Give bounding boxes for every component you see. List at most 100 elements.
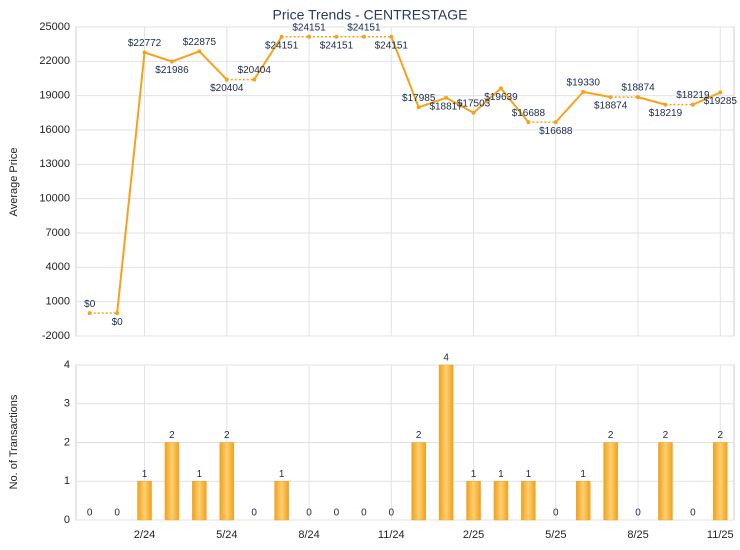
y-tick-label: 1 [64,475,70,487]
data-label: 0 [389,508,395,519]
point [307,34,312,39]
x-tick-label: 5/25 [545,529,566,541]
data-label: $20404 [210,83,244,94]
data-label: $24151 [347,22,381,33]
data-label: 1 [526,469,532,480]
bar [438,364,454,521]
data-label: $24151 [292,22,326,33]
point [361,34,366,39]
data-label: $17985 [402,93,436,104]
point [252,77,257,82]
data-label: 4 [443,353,449,364]
point [416,105,421,110]
data-label: $24151 [320,40,354,51]
data-label: 1 [580,469,586,480]
bar [137,481,152,521]
line-segment [198,50,228,81]
data-label: 0 [114,508,120,519]
y-tick-label: 7000 [46,227,70,239]
y-tick-label: -2000 [42,330,70,342]
chart-title: Price Trends - CENTRESTAGE [272,7,467,23]
data-label: $18874 [621,83,655,94]
y-tick-label: 3 [64,398,70,410]
bar [521,481,536,521]
line-segment [692,91,721,106]
y-tick-label: 13000 [39,158,70,170]
bar [603,442,618,521]
y-tick-label: 4 [64,359,70,371]
data-label: $16688 [512,108,546,119]
line-segment [390,36,420,108]
point [663,102,668,107]
point [690,102,695,107]
line-segment [253,36,283,81]
data-label: $0 [84,299,96,310]
data-label: 0 [361,508,367,519]
point [334,34,339,39]
point [636,95,641,100]
y-tick-label: 22000 [39,55,70,67]
bar [274,481,289,521]
data-label: $20404 [238,65,272,76]
point [224,77,229,82]
data-label: 2 [663,430,669,441]
x-tick-label: 11/24 [378,529,405,541]
x-tick-label: 5/24 [216,529,237,541]
data-label: 0 [334,508,340,519]
line-segment [500,87,530,123]
data-label: $22772 [128,38,162,49]
data-label: 0 [87,508,93,519]
data-label: 0 [635,508,641,519]
line-segment [637,96,666,106]
line-segment [472,87,502,114]
bar [411,442,426,521]
y-tick-label: 25000 [39,21,70,33]
data-label: 0 [690,508,696,519]
point [581,89,586,94]
point [444,95,449,100]
x-tick-label: 2/25 [463,529,484,541]
y-tick-label: 4000 [46,261,70,273]
bar [192,481,207,521]
data-label: $19285 [704,96,738,107]
line-segment [583,90,611,99]
data-label: $18219 [649,108,683,119]
bar [658,442,673,521]
x-tick-label: 11/25 [707,529,734,541]
bar [713,442,728,521]
point [279,34,284,39]
point [553,120,558,125]
y-tick-label: 10000 [39,193,70,205]
data-label: $19639 [484,92,518,103]
point [115,311,120,316]
data-label: 1 [498,469,504,480]
data-label: 2 [169,430,175,441]
bar [219,442,235,521]
line-segment [445,96,475,114]
data-label: 1 [279,469,285,480]
data-label: 1 [471,469,477,480]
line-segment [555,91,584,123]
data-label: $21986 [155,65,189,76]
line-segment [144,51,173,63]
data-label: $18219 [676,90,710,101]
point [87,311,92,316]
x-tick-label: 2/24 [134,529,155,541]
data-label: $18874 [594,101,628,112]
data-label: 1 [142,469,148,480]
y-axis-label: No. of Transactions [8,394,20,489]
point [471,110,476,115]
y-tick-label: 1000 [46,296,70,308]
data-label: $0 [112,317,124,328]
line-segment [116,52,146,314]
data-label: 2 [718,430,724,441]
data-label: 1 [197,469,203,480]
data-label: $24151 [265,40,299,51]
line-segment [171,50,200,63]
point [526,120,531,125]
point [718,90,723,95]
x-tick-label: 8/25 [627,529,648,541]
data-label: $24151 [375,40,409,51]
data-label: $19330 [567,78,601,89]
